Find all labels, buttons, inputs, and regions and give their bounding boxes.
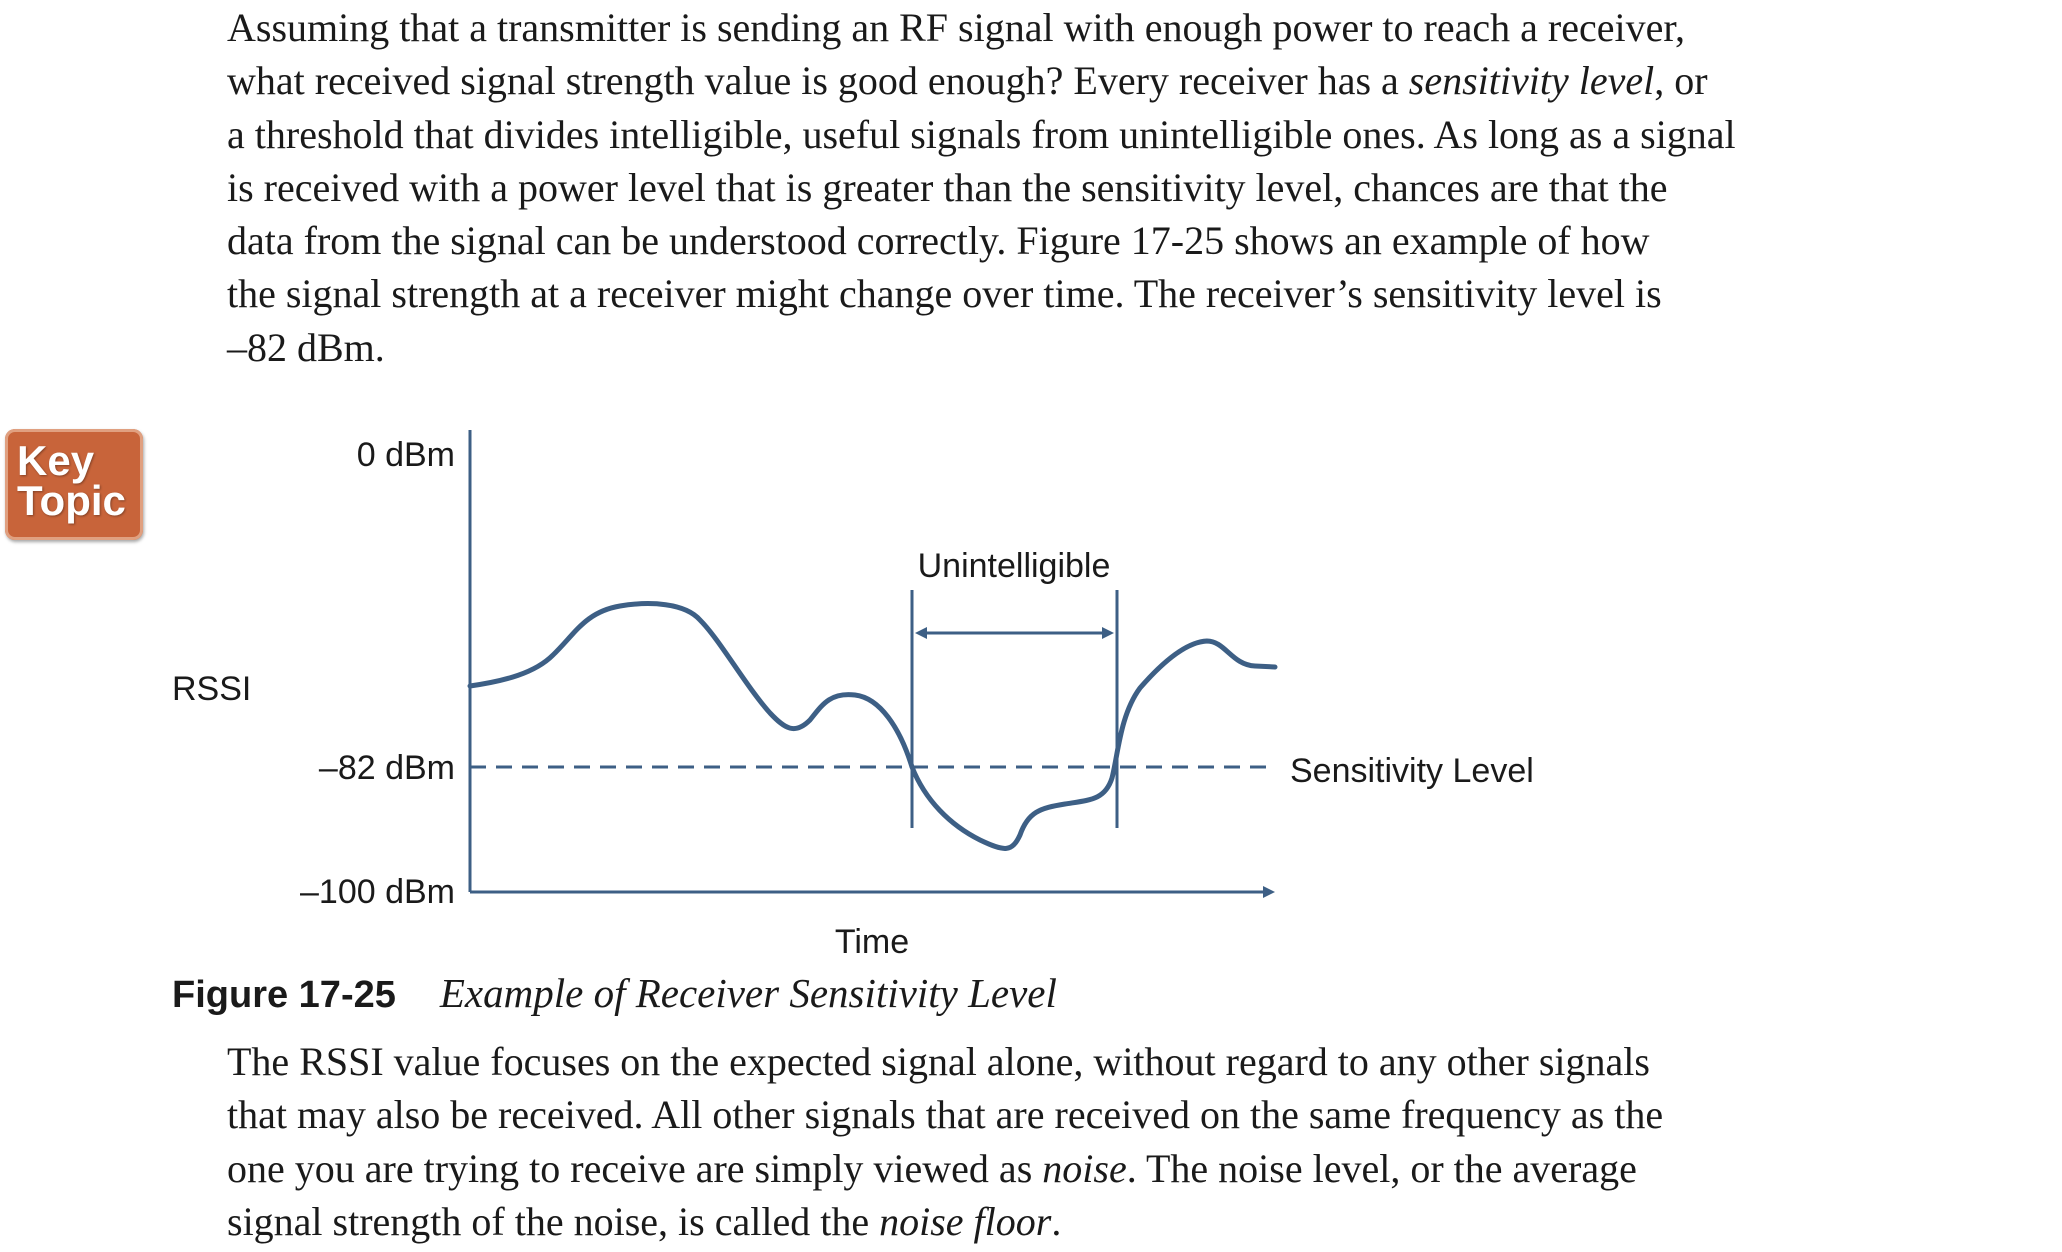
signal-strength-curve: [467, 601, 1278, 851]
y-tick-label-top: 0 dBm: [357, 436, 455, 474]
figure-caption: Figure 17-25 Example of Receiver Sensitiv…: [172, 968, 1057, 1020]
key-topic-label: Topic: [17, 477, 126, 524]
closing-paragraph: The RSSI value focuses on the expected s…: [227, 1035, 2027, 1248]
intro-line: the signal strength at a receiver might …: [227, 271, 1662, 317]
intro-text: , or: [1654, 58, 1708, 104]
x-axis-title: Time: [835, 923, 909, 961]
sensitivity-level-label: Sensitivity Level: [1290, 752, 1534, 790]
y-tick-label-sensitivity: –82 dBm: [319, 749, 455, 787]
intro-line: Assuming that a transmitter is sending a…: [227, 5, 1686, 50]
closing-text: . The noise level, or the average: [1126, 1145, 1637, 1191]
figure-title: Example of Receiver Sensitivity Level: [439, 970, 1057, 1016]
intro-line: data from the signal can be understood c…: [227, 218, 1650, 264]
key-topic-label: Key: [17, 437, 95, 484]
term-noise: noise: [1042, 1145, 1127, 1191]
intro-line: –82 dBm.: [227, 324, 385, 370]
closing-line: The RSSI value focuses on the expected s…: [227, 1039, 1650, 1084]
closing-line: that may also be received. All other sig…: [227, 1092, 1664, 1138]
key-topic-badge: Key Topic: [5, 429, 143, 540]
y-axis-title: RSSI: [172, 670, 251, 708]
closing-text: .: [1051, 1198, 1062, 1244]
intro-line: a threshold that divides intelligible, u…: [227, 111, 1736, 157]
y-tick-label-bottom: –100 dBm: [300, 873, 455, 911]
intro-line: is received with a power level that is g…: [227, 164, 1668, 210]
closing-line: signal strength of the noise, is called …: [227, 1195, 2027, 1248]
term-noise-floor: noise floor: [879, 1198, 1052, 1244]
figure-number: Figure 17-25: [172, 974, 396, 1016]
intro-line: what received signal strength value is g…: [227, 54, 2027, 107]
closing-text: signal strength of the noise, is called …: [227, 1198, 880, 1244]
intro-paragraph: Assuming that a transmitter is sending a…: [227, 1, 2027, 374]
closing-text: one you are trying to receive are simply…: [227, 1145, 1043, 1191]
intro-text: what received signal strength value is g…: [227, 58, 1409, 104]
term-sensitivity-level: sensitivity level: [1408, 58, 1655, 104]
closing-line: one you are trying to receive are simply…: [227, 1142, 2027, 1195]
unintelligible-label: Unintelligible: [918, 547, 1111, 585]
